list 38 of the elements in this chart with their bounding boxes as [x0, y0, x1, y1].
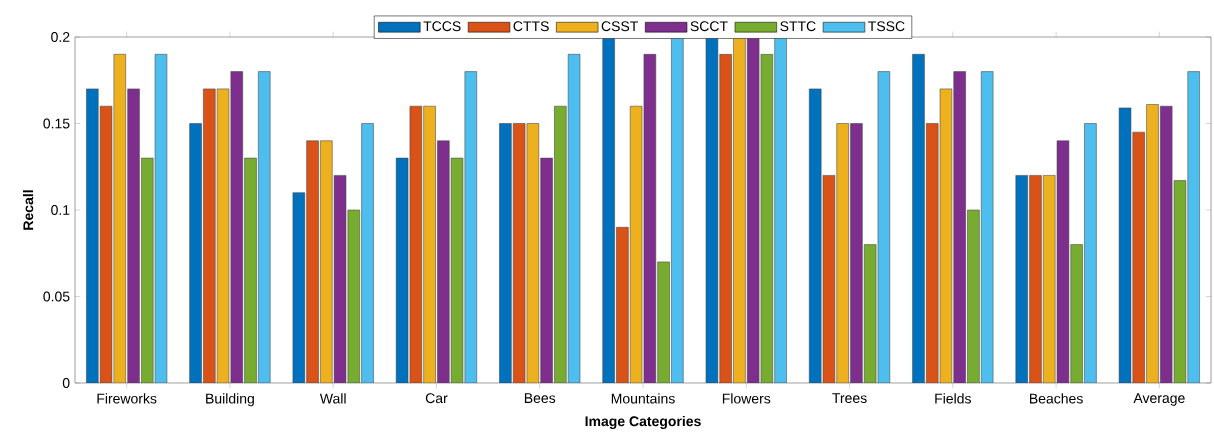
x-tick-label: Car: [425, 393, 448, 404]
bar: [423, 105, 436, 383]
x-tick-label: Bees: [524, 393, 556, 404]
legend-label: CTTS: [513, 21, 549, 32]
bar: [1160, 105, 1173, 383]
bar: [320, 140, 333, 383]
x-tick-label: Wall: [319, 393, 346, 404]
x-tick-label: Fields: [935, 393, 971, 404]
y-tick-label: 0.15: [43, 118, 70, 129]
x-tick-label: Average: [1133, 393, 1185, 406]
legend-label: CSST: [601, 21, 638, 32]
x-tick-label: Flowers: [722, 393, 771, 404]
y-tick-label: 0.1: [51, 205, 70, 215]
y-tick-label: 0: [62, 378, 70, 388]
bar: [733, 37, 746, 383]
x-tick-label: Beaches: [1030, 393, 1083, 404]
bar: [953, 71, 966, 383]
x-tick-label: Trees: [832, 393, 867, 404]
bar: [437, 140, 450, 383]
bar: [113, 54, 126, 383]
legend-label: TCCS: [423, 21, 461, 32]
bar: [1043, 175, 1056, 383]
bar: [127, 88, 140, 383]
bar: [836, 123, 849, 383]
x-tick-label: Fireworks: [97, 393, 157, 404]
x-tick-label: Mountains: [611, 393, 675, 404]
y-axis-title: Recall: [22, 190, 34, 230]
y-tick-label: 0.05: [43, 291, 70, 302]
bar: [540, 157, 553, 383]
bar: [230, 71, 243, 383]
bar: [1146, 104, 1159, 383]
x-tick-label: Building: [206, 393, 254, 407]
legend-label: SCCT: [690, 21, 728, 32]
legend-label: STTC: [780, 21, 816, 32]
legend-label: TSSC: [868, 21, 905, 32]
y-tick-label: 0.2: [51, 32, 70, 42]
x-axis-title: Image Categories: [585, 415, 701, 430]
bar: [850, 123, 863, 383]
